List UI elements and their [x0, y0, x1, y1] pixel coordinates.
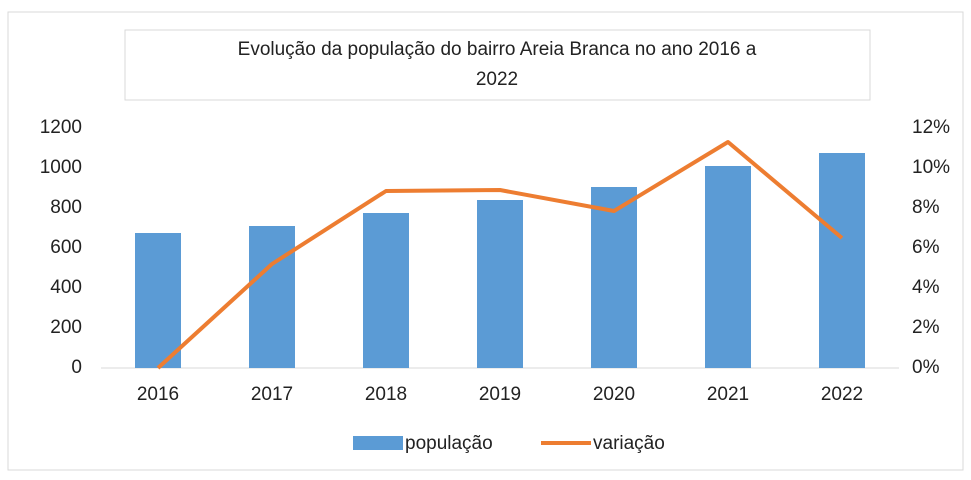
y2-tick-label: 8%: [912, 197, 940, 218]
x-tick-label: 2019: [479, 384, 521, 405]
title-box: [124, 29, 871, 101]
chart-title: Evolução da população do bairro Areia Br…: [238, 39, 757, 90]
y2-tick-label: 4%: [912, 277, 940, 298]
x-tick-label: 2022: [821, 384, 863, 405]
bar: [363, 213, 409, 368]
y-tick-label: 200: [50, 317, 82, 338]
legend-swatch: [353, 436, 403, 450]
y-tick-label: 0: [71, 357, 82, 378]
y-tick-label: 1000: [40, 157, 82, 178]
y2-tick-label: 10%: [912, 157, 950, 178]
x-tick-label: 2021: [707, 384, 749, 405]
bar: [135, 233, 181, 368]
x-tick-label: 2017: [251, 384, 293, 405]
x-tick-label: 2016: [137, 384, 179, 405]
legend-label: variação: [593, 433, 665, 454]
y2-tick-label: 2%: [912, 317, 940, 338]
y2-tick-label: 0%: [912, 357, 940, 378]
y-tick-label: 800: [50, 197, 82, 218]
y-tick-label: 1200: [40, 117, 82, 138]
bar: [705, 166, 751, 368]
x-tick-label: 2018: [365, 384, 407, 405]
y-tick-label: 400: [50, 277, 82, 298]
bar: [819, 153, 865, 368]
y2-tick-label: 12%: [912, 117, 950, 138]
chart-title-line: 2022: [476, 69, 518, 90]
bar: [477, 200, 523, 368]
legend-label: população: [405, 433, 493, 454]
bar: [591, 187, 637, 368]
y2-tick-label: 6%: [912, 237, 940, 258]
line: [156, 140, 844, 370]
bar: [249, 226, 295, 368]
chart-title-line: Evolução da população do bairro Areia Br…: [238, 39, 757, 60]
x-tick-label: 2020: [593, 384, 635, 405]
y-tick-label: 600: [50, 237, 82, 258]
